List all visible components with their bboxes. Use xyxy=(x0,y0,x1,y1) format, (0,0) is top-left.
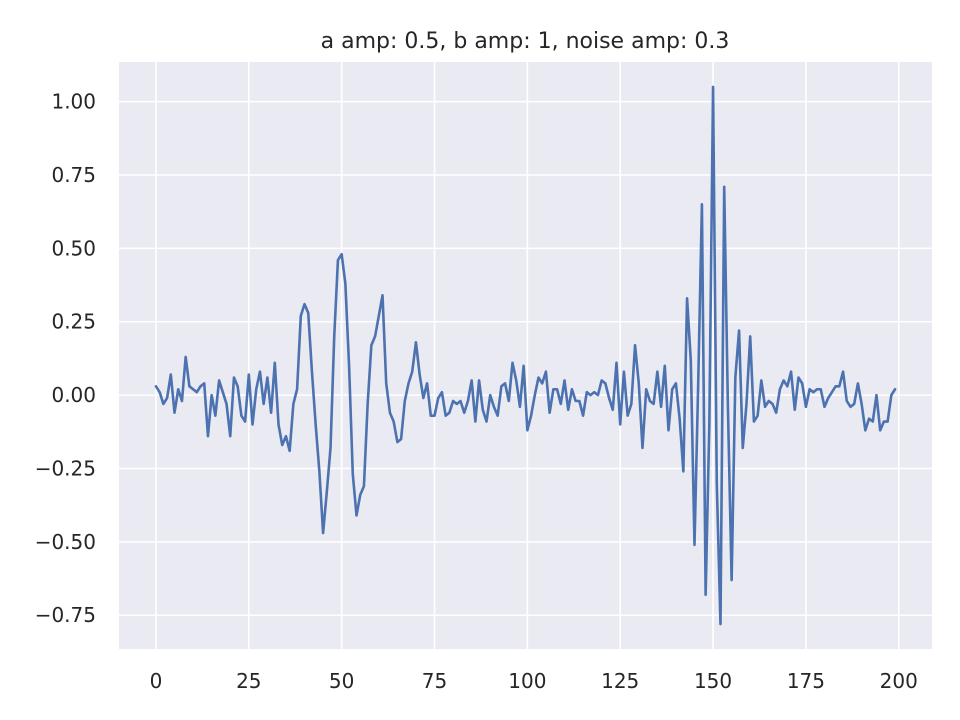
x-tick-label: 150 xyxy=(694,669,732,693)
y-tick-label: 0.00 xyxy=(51,383,96,407)
x-tick-label: 25 xyxy=(236,669,261,693)
x-tick-label: 0 xyxy=(150,669,163,693)
series-line xyxy=(154,85,897,626)
y-tick-label: 0.75 xyxy=(51,163,96,187)
y-tick-label: −0.75 xyxy=(35,603,96,627)
x-axis-ticks: 0 25 50 75 100 125 150 175 200 xyxy=(150,669,918,693)
x-tick-label: 100 xyxy=(508,669,546,693)
grid xyxy=(119,62,932,649)
y-tick-label: −0.25 xyxy=(35,456,96,480)
x-tick-label: 50 xyxy=(329,669,354,693)
chart-title: a amp: 0.5, b amp: 1, noise amp: 0.3 xyxy=(321,29,730,54)
x-tick-label: 175 xyxy=(787,669,825,693)
plot-area xyxy=(119,62,932,649)
y-tick-label: 0.50 xyxy=(51,236,96,260)
series-layer xyxy=(154,85,897,626)
y-tick-label: −0.50 xyxy=(35,530,96,554)
x-tick-label: 75 xyxy=(422,669,447,693)
x-tick-label: 125 xyxy=(601,669,639,693)
x-tick-label: 200 xyxy=(880,669,918,693)
y-tick-label: 1.00 xyxy=(51,90,96,114)
y-axis-ticks: −0.75 −0.50 −0.25 0.00 0.25 0.50 0.75 1.00 xyxy=(35,90,96,628)
y-tick-label: 0.25 xyxy=(51,310,96,334)
